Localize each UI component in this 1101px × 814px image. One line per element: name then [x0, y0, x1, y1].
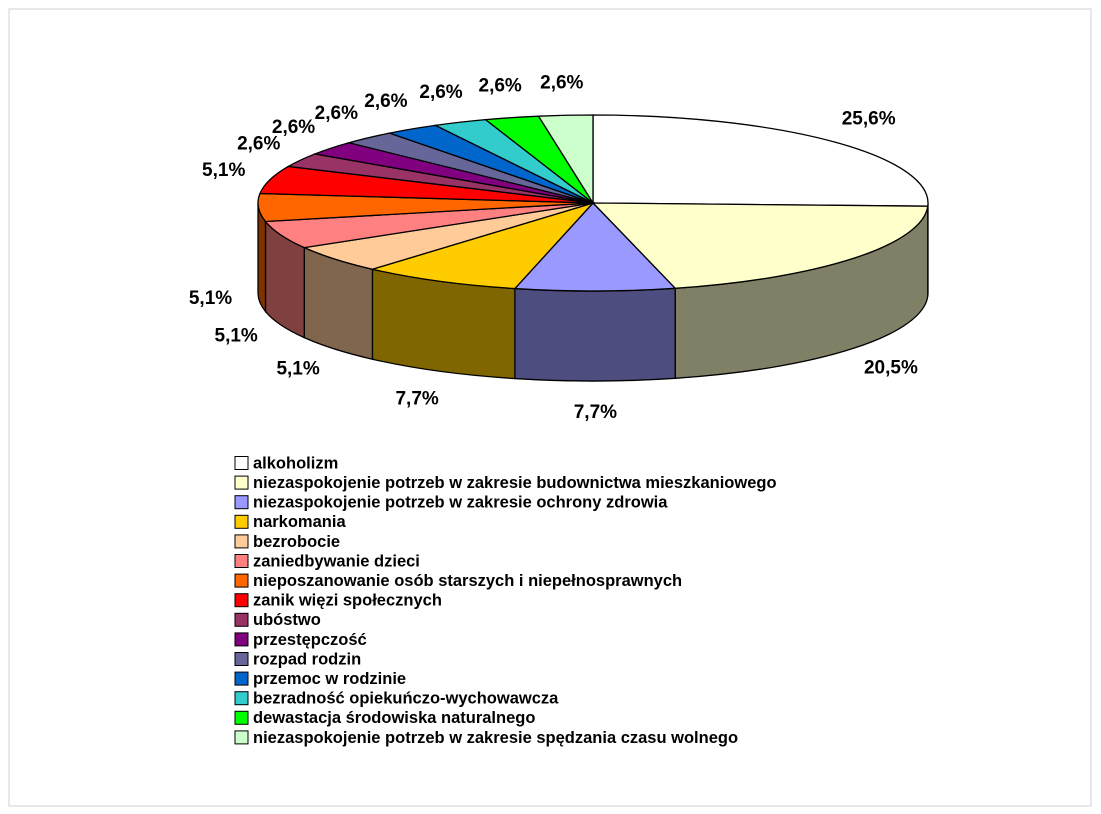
data-label: 2,6%: [540, 72, 583, 93]
data-label: 5,1%: [215, 326, 258, 347]
data-label: 2,6%: [272, 117, 315, 138]
legend-label: przemoc w rodzinie: [253, 670, 406, 688]
legend-swatch: [234, 593, 249, 608]
slice: [369, 201, 596, 290]
data-label: 2,6%: [315, 103, 358, 124]
legend-label: przestępczość: [253, 631, 367, 649]
legend-label: niezaspokojenie potrzeb w zakresie budow…: [253, 474, 777, 492]
legend-label: rozpad rodzin: [253, 650, 361, 668]
legend-label: narkomania: [253, 513, 346, 531]
legend-swatch: [234, 671, 249, 686]
data-label: 5,1%: [202, 160, 245, 181]
data-label: 25,6%: [842, 109, 896, 130]
legend-label: nieposzanowanie osób starszych i niepełn…: [253, 572, 682, 590]
data-label: 7,7%: [395, 389, 438, 410]
data-label: 2,6%: [237, 133, 280, 154]
legend-label: niezaspokojenie potrzeb w zakresie ochro…: [253, 494, 668, 512]
slice: [513, 202, 677, 292]
legend-label: zanik więzi społecznych: [253, 592, 442, 610]
slice-side: [514, 287, 676, 382]
legend-swatch: [234, 632, 249, 647]
data-label: 5,1%: [189, 288, 232, 309]
legend-label: zaniedbywanie dzieci: [253, 552, 420, 570]
legend-swatch: [234, 573, 249, 588]
legend-swatch: [234, 710, 249, 725]
legend-swatch: [234, 554, 249, 568]
slice: [537, 114, 594, 206]
legend-swatch: [234, 612, 249, 627]
data-label: 7,7%: [574, 402, 617, 423]
legend-swatch: [234, 514, 249, 529]
slice: [592, 114, 929, 207]
legend-label: bezrobocie: [253, 533, 340, 551]
legend-swatch: [234, 691, 249, 706]
legend-swatch: [234, 730, 249, 745]
legend-label: dewastacja środowiska naturalnego: [253, 709, 535, 727]
legend-label: alkoholizm: [253, 454, 338, 472]
frame: [8, 8, 1092, 807]
data-label: 5,1%: [276, 359, 319, 380]
data-label: 20,5%: [864, 357, 918, 378]
slice: [591, 202, 929, 289]
legend-swatch: [234, 456, 249, 470]
legend-swatch: [234, 475, 249, 490]
legend-swatch: [234, 534, 249, 549]
legend-label: bezradność opiekuńczo-wychowawcza: [253, 690, 559, 708]
data-label: 2,6%: [479, 76, 522, 97]
legend-label: ubóstwo: [253, 611, 321, 629]
legend-swatch: [234, 495, 249, 510]
legend-swatch: [234, 652, 249, 666]
legend-label: niezaspokojenie potrzeb w zakresie spędz…: [253, 729, 738, 747]
data-label: 2,6%: [419, 82, 462, 103]
data-label: 2,6%: [364, 91, 407, 112]
